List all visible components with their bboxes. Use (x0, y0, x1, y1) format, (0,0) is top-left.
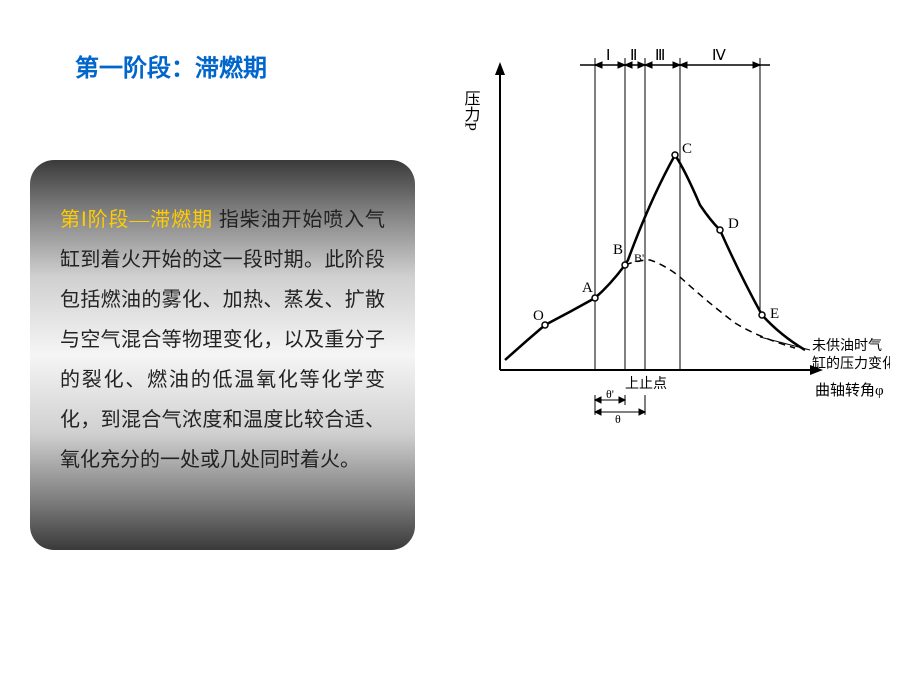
x-axis-label: 曲轴转角φ (815, 382, 884, 399)
pressure-chart: 压力P 曲轴转角φ Ⅰ Ⅱ Ⅲ Ⅳ B' O A B C D E (450, 40, 890, 440)
y-axis-arrow (495, 62, 505, 75)
body-content: 指柴油开始喷入气缸到着火开始的这一段时期。此阶段包括燃油的雾化、加热、蒸发、扩散… (60, 209, 385, 471)
phase-label-4: Ⅳ (712, 48, 726, 64)
point-O: O (533, 308, 544, 324)
y-axis-label: 压力P (462, 90, 481, 131)
theta-prime: θ' (606, 387, 614, 401)
point-C: C (682, 141, 692, 157)
point-E: E (770, 306, 779, 322)
point-B: B (613, 242, 623, 258)
dashed-curve (625, 260, 795, 348)
tdc-label: 上止点 (625, 376, 667, 392)
page-title: 第一阶段：滞燃期 (75, 48, 267, 83)
point-D: D (728, 216, 739, 232)
annotation-2: 缸的压力变化 (812, 355, 890, 372)
description-card: 第Ⅰ阶段—滞燃期 指柴油开始喷入气缸到着火开始的这一段时期。此阶段包括燃油的雾化… (30, 160, 415, 550)
point-A: A (582, 280, 593, 296)
phase-label: 第Ⅰ阶段—滞燃期 (60, 209, 213, 231)
point-Bp: B' (634, 251, 644, 265)
body-text: 第Ⅰ阶段—滞燃期 指柴油开始喷入气缸到着火开始的这一段时期。此阶段包括燃油的雾化… (60, 209, 385, 471)
phase-label-3: Ⅲ (655, 48, 665, 64)
phase-label-1: Ⅰ (606, 48, 610, 64)
theta: θ (615, 412, 621, 426)
phase-label-2: Ⅱ (630, 48, 637, 64)
annotation-leader (760, 337, 810, 350)
curve-points (542, 152, 765, 328)
annotation-1: 未供油时气 (812, 338, 882, 354)
